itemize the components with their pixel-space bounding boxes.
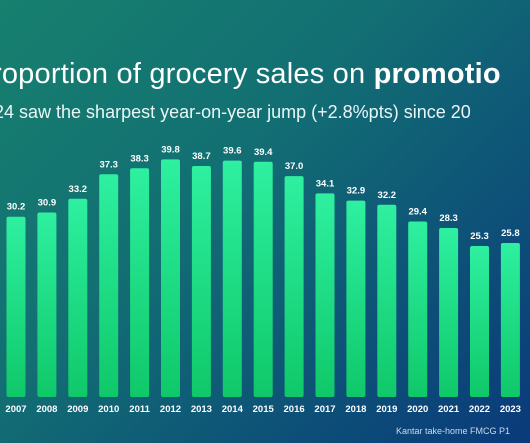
- data-label-2011: 38.3: [130, 153, 149, 164]
- bar-2021: [439, 228, 459, 397]
- bar-2011: [130, 168, 150, 397]
- data-label-2014: 39.6: [223, 146, 242, 157]
- data-label-2023: 25.8: [501, 228, 520, 239]
- x-tick-2010: 2010: [98, 404, 119, 415]
- bar-2014: [222, 160, 242, 397]
- chart-title: roportion of grocery sales on promotio: [0, 58, 501, 91]
- bar-2020: [408, 221, 428, 397]
- bar-2022: [470, 246, 489, 397]
- bar-2013: [191, 166, 211, 397]
- x-tick-2020: 2020: [407, 404, 428, 415]
- bar-2009: [68, 198, 88, 397]
- x-tick-2017: 2017: [314, 404, 335, 415]
- x-tick-2013: 2013: [191, 404, 212, 415]
- x-tick-2022: 2022: [469, 404, 490, 415]
- x-tick-2018: 2018: [345, 404, 366, 415]
- x-tick-2011: 2011: [129, 404, 150, 415]
- bar-2016: [284, 176, 304, 397]
- bar-2007: [6, 216, 26, 397]
- chart-subtitle: 24 saw the sharpest year-on-year jump (+…: [0, 102, 471, 122]
- bars-group: 30.2 2007 30.9 2008 33.2 2009 37.3 2010 38.3 2011…: [5, 144, 521, 415]
- source-note: Kantar take-home FMCG P1: [396, 426, 511, 436]
- bar-2008: [37, 212, 57, 397]
- x-tick-2021: 2021: [438, 404, 460, 415]
- bar-2012: [161, 159, 180, 397]
- data-label-2010: 37.3: [99, 159, 118, 170]
- title-prefix: roportion of grocery sales on: [0, 58, 374, 90]
- data-label-2018: 32.9: [347, 186, 366, 197]
- title-bold: promotio: [373, 58, 501, 90]
- bar-2019: [377, 204, 397, 397]
- x-tick-2014: 2014: [222, 404, 244, 415]
- x-tick-2009: 2009: [67, 404, 88, 415]
- data-label-2013: 38.7: [192, 151, 211, 162]
- data-label-2007: 30.2: [7, 202, 26, 213]
- x-tick-2019: 2019: [376, 404, 397, 415]
- x-tick-2015: 2015: [253, 404, 275, 415]
- x-tick-2012: 2012: [160, 404, 181, 415]
- bar-2015: [253, 161, 273, 397]
- bar-2018: [346, 200, 366, 397]
- data-label-2008: 30.9: [38, 198, 57, 209]
- bar-2010: [99, 174, 119, 397]
- data-label-2020: 29.4: [408, 207, 427, 218]
- data-label-2021: 28.3: [439, 213, 458, 224]
- bar-2017: [315, 193, 335, 397]
- data-label-2017: 34.1: [316, 178, 335, 189]
- data-label-2015: 39.4: [254, 147, 273, 158]
- x-tick-2016: 2016: [284, 404, 305, 415]
- data-label-2012: 39.8: [161, 144, 180, 155]
- data-label-2019: 32.2: [378, 190, 397, 201]
- data-label-2009: 33.2: [69, 184, 88, 195]
- data-label-2016: 37.0: [285, 161, 304, 172]
- data-label-2022: 25.3: [470, 231, 489, 242]
- x-tick-2008: 2008: [36, 404, 57, 415]
- x-tick-2023: 2023: [500, 404, 521, 415]
- x-tick-2007: 2007: [5, 404, 26, 415]
- bar-2023: [500, 243, 520, 397]
